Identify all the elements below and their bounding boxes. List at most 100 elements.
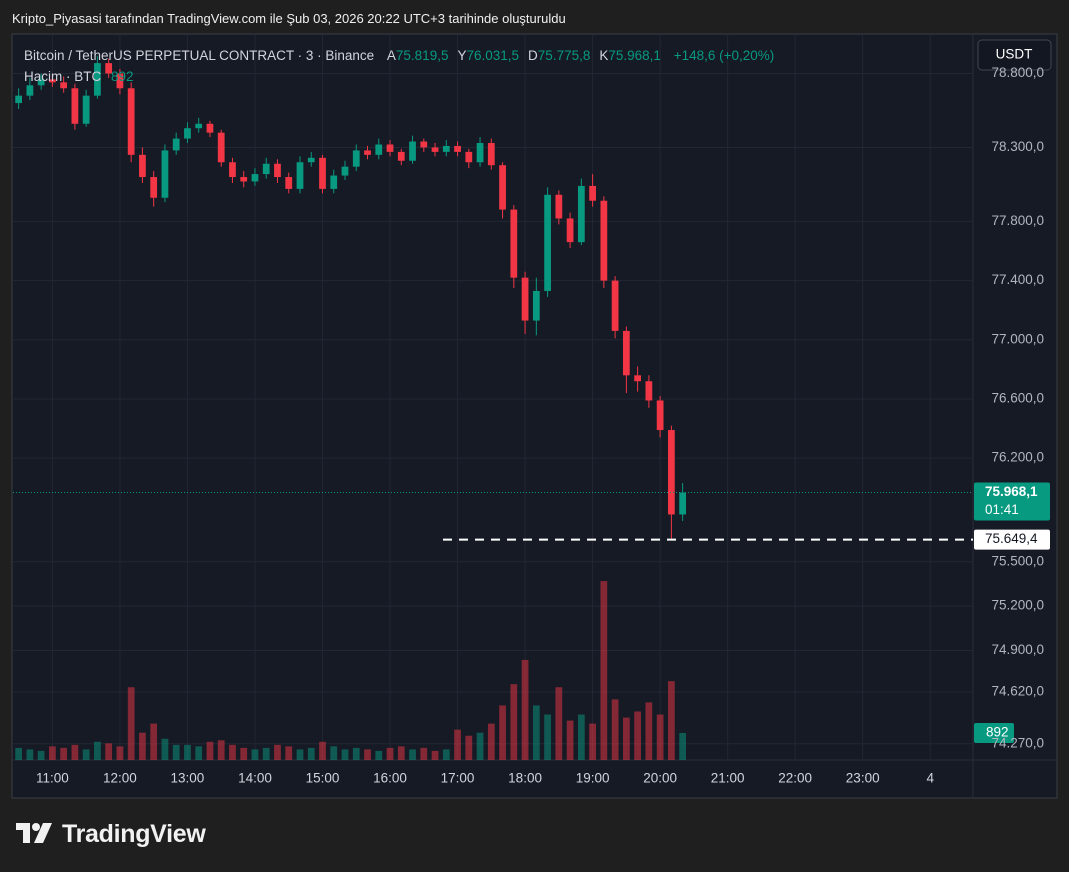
candle-body — [499, 165, 506, 210]
y-tick-label: 78.300,0 — [991, 139, 1044, 154]
currency-label: USDT — [996, 47, 1033, 62]
candle-body — [679, 492, 687, 515]
volume-bar — [184, 744, 191, 760]
volume-badge — [974, 722, 1014, 743]
volume-bar — [352, 747, 360, 760]
candle-body — [217, 132, 225, 163]
currency-button[interactable] — [977, 39, 1052, 71]
candle-body — [645, 381, 653, 401]
candle-body — [127, 88, 135, 155]
y-tick-label: 77.400,0 — [991, 272, 1044, 287]
volume-bar — [589, 723, 596, 760]
candle-body — [656, 400, 664, 431]
legend-row: Hacim · BTC 892 — [24, 66, 774, 87]
volume-bar — [206, 741, 214, 760]
volume-bar — [577, 714, 585, 760]
candle-body — [386, 144, 394, 152]
volume-bar — [375, 750, 383, 760]
candle-body — [465, 151, 473, 163]
legend: Bitcoin / TetherUS PERPETUAL CONTRACT · … — [24, 45, 774, 87]
volume-bar — [431, 750, 439, 760]
hline-label: 75.649,4 — [985, 531, 1038, 546]
volume-bar — [566, 720, 574, 760]
volume-bar — [555, 687, 563, 760]
volume-bar — [172, 744, 180, 760]
x-tick-label: 14:00 — [238, 771, 272, 786]
volume-bar — [49, 746, 56, 760]
candle-body — [116, 73, 124, 89]
candle-body — [532, 290, 540, 321]
x-tick-label: 12:00 — [103, 771, 137, 786]
candle-body — [37, 79, 45, 86]
candle-body — [611, 280, 619, 331]
volume-bar — [285, 746, 293, 760]
volume-bar — [397, 746, 405, 760]
candle-body — [600, 200, 608, 281]
y-tick-label: 75.500,0 — [991, 553, 1044, 568]
volume-bar — [240, 747, 248, 760]
volume-bar — [105, 743, 113, 760]
volume-bar — [634, 711, 641, 760]
candle-body — [442, 145, 450, 152]
volume-bar — [341, 749, 349, 760]
candle-body — [195, 123, 203, 129]
y-tick-label: 74.620,0 — [991, 684, 1044, 699]
candle-body — [589, 185, 596, 201]
volume-bar — [465, 735, 473, 760]
y-tick-label: 75.200,0 — [991, 598, 1044, 613]
x-tick-label: 23:00 — [846, 771, 880, 786]
x-tick-label: 4 — [926, 771, 934, 786]
candle-body — [26, 85, 34, 96]
volume-bar — [195, 746, 203, 760]
ohlc-value: 76.031,5 — [466, 48, 520, 63]
candle-body — [555, 194, 563, 219]
candle-body — [420, 141, 428, 148]
volume-bar — [127, 687, 135, 760]
ohlc-label: K — [599, 48, 609, 63]
y-tick-label: 77.000,0 — [991, 331, 1044, 346]
candle-body — [150, 177, 158, 198]
candle-body — [161, 150, 169, 198]
candle-body — [172, 138, 180, 151]
hline-badge — [974, 529, 1050, 550]
candle-body — [60, 82, 68, 89]
candle-body — [285, 177, 293, 189]
candle-body — [15, 95, 23, 104]
y-tick-label: 77.800,0 — [991, 213, 1044, 228]
volume-bar — [116, 746, 124, 760]
candle-body — [94, 63, 101, 96]
volume-bar — [386, 747, 394, 760]
ohlc: A75.819,5 Y76.031,5 D75.775,8 K75.968,1 — [378, 48, 661, 63]
candle-body — [206, 123, 214, 133]
y-tick-label: 76.200,0 — [991, 450, 1044, 465]
ohlc-label: A — [386, 48, 396, 63]
volume-bar — [532, 705, 540, 760]
candle-body — [634, 375, 641, 382]
x-tick-label: 11:00 — [36, 771, 69, 786]
volume-badge-label: 892 — [986, 725, 1009, 740]
candle-body — [341, 166, 349, 176]
last-price-label: 75.968,1 — [985, 484, 1038, 499]
volume-bar — [251, 749, 259, 760]
volume-bar — [37, 750, 45, 760]
x-tick-label: 17:00 — [441, 771, 475, 786]
volume-bar — [544, 714, 551, 760]
volume-bar — [60, 747, 68, 760]
candle-body — [319, 157, 326, 189]
volume-value: 892 — [111, 69, 134, 84]
volume-bar — [364, 749, 371, 760]
ohlc-value: 75.775,8 — [537, 48, 591, 63]
y-tick-label: 76.600,0 — [991, 391, 1044, 406]
volume-bar — [319, 741, 326, 760]
candle-body — [71, 88, 79, 124]
ohlc-label: D — [528, 48, 538, 63]
caption: Kripto_Piyasasi tarafından TradingView.c… — [12, 11, 566, 26]
candle-body — [577, 185, 585, 243]
volume-bar — [521, 659, 529, 760]
candle-body — [49, 79, 56, 83]
candle-body — [375, 144, 383, 155]
chart-panel — [11, 33, 1058, 799]
volume-bar — [600, 581, 608, 760]
candle-body — [262, 163, 270, 175]
last-price-badge — [974, 482, 1050, 521]
